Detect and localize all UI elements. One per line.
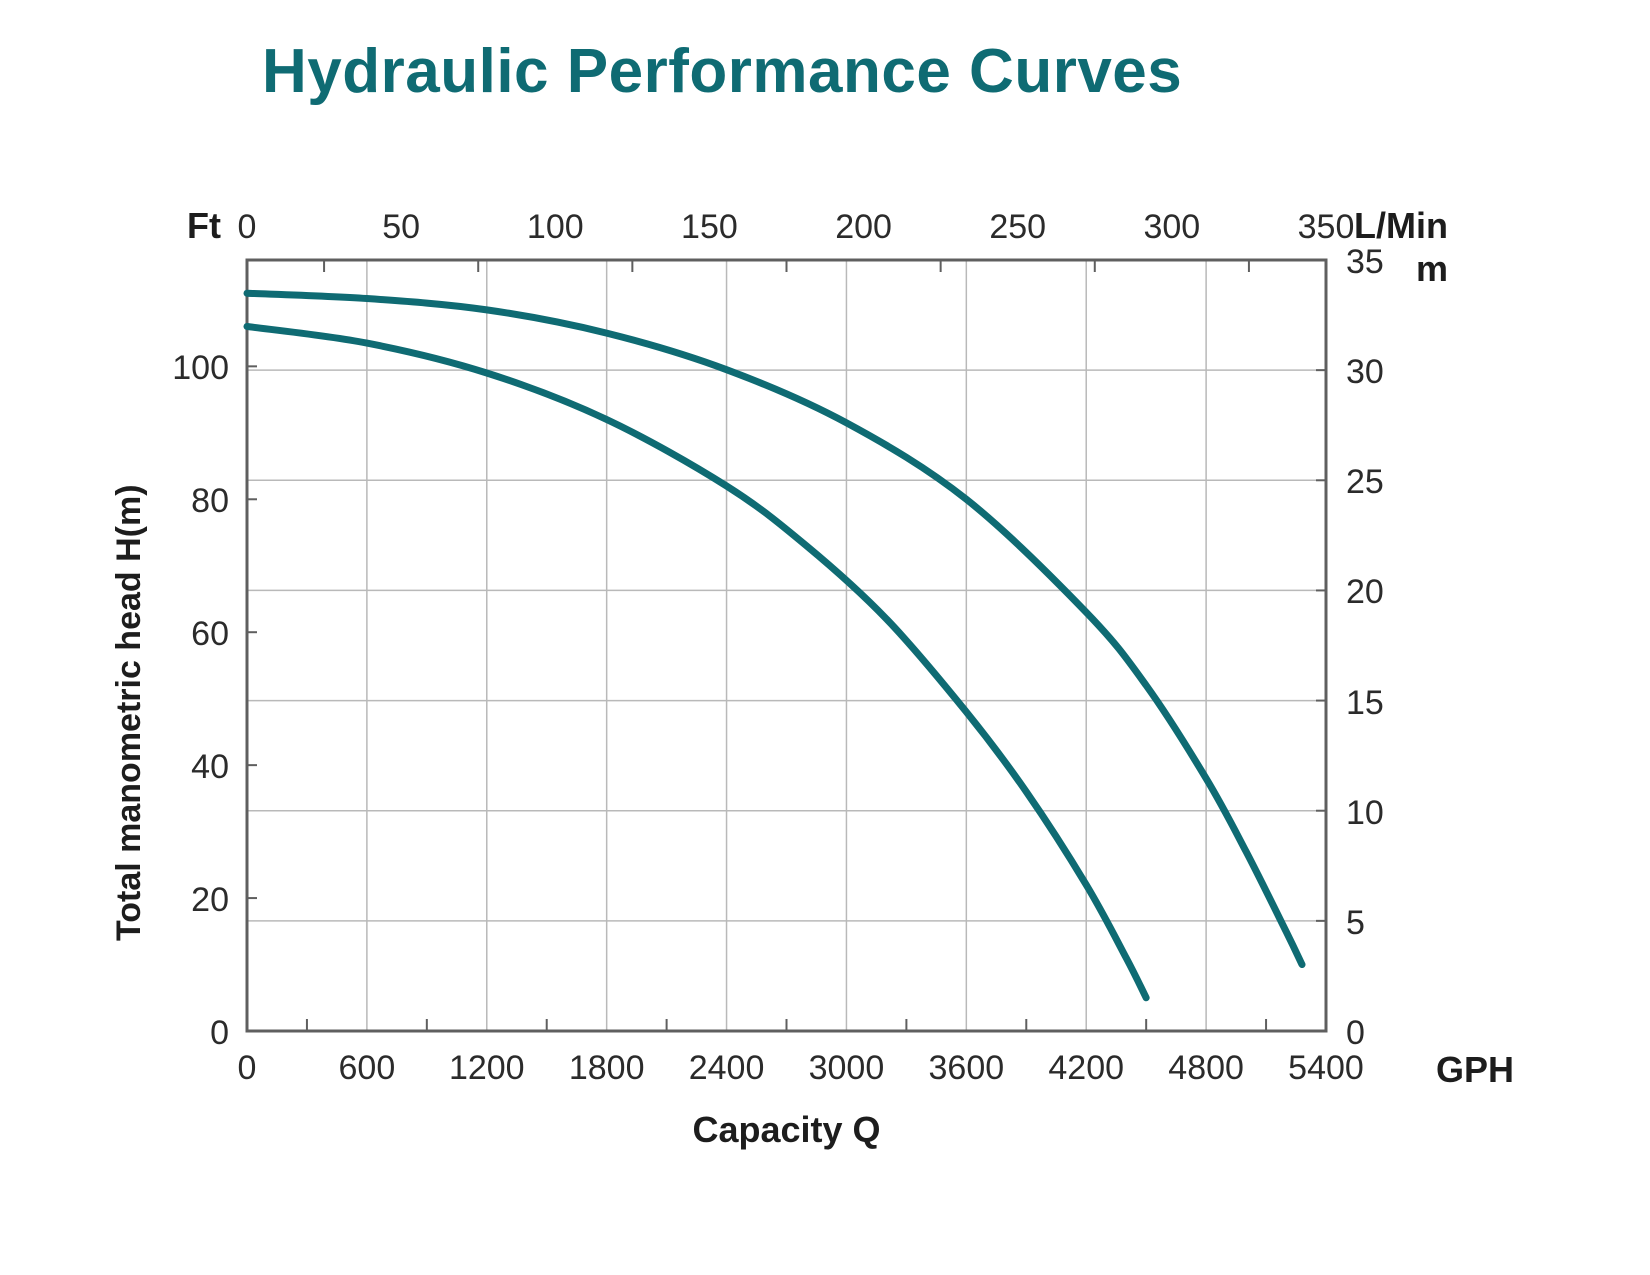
tick-right: 0	[1346, 1014, 1365, 1053]
tick-bottom: 1200	[449, 1049, 525, 1088]
tick-bottom: 0	[238, 1049, 257, 1088]
tick-bottom: 4200	[1048, 1049, 1124, 1088]
tick-left: 100	[172, 349, 229, 388]
tick-bottom: 3000	[809, 1049, 885, 1088]
tick-right: 15	[1346, 684, 1384, 723]
tick-left: 80	[191, 482, 229, 521]
tick-bottom: 5400	[1288, 1049, 1364, 1088]
tick-right: 25	[1346, 463, 1384, 502]
tick-bottom: 3600	[929, 1049, 1005, 1088]
tick-bottom: 600	[339, 1049, 396, 1088]
tick-right: 10	[1346, 794, 1384, 833]
tick-top: 300	[1143, 208, 1200, 247]
tick-top: 50	[382, 208, 420, 247]
page: Hydraulic Performance Curves Total manom…	[0, 0, 1650, 1275]
tick-right: 30	[1346, 353, 1384, 392]
tick-top: 200	[835, 208, 892, 247]
tick-left: 60	[191, 615, 229, 654]
tick-left: 20	[191, 881, 229, 920]
tick-left: 0	[210, 1014, 229, 1053]
tick-right: 35	[1346, 243, 1384, 282]
tick-top: 150	[681, 208, 738, 247]
tick-right: 20	[1346, 573, 1384, 612]
tick-bottom: 1800	[569, 1049, 645, 1088]
tick-bottom: 2400	[689, 1049, 765, 1088]
tick-top: 250	[989, 208, 1046, 247]
tick-top: 100	[527, 208, 584, 247]
tick-right: 5	[1346, 904, 1365, 943]
tick-top: 350	[1298, 208, 1355, 247]
tick-top: 0	[238, 208, 257, 247]
tick-left: 40	[191, 748, 229, 787]
tick-bottom: 4800	[1168, 1049, 1244, 1088]
